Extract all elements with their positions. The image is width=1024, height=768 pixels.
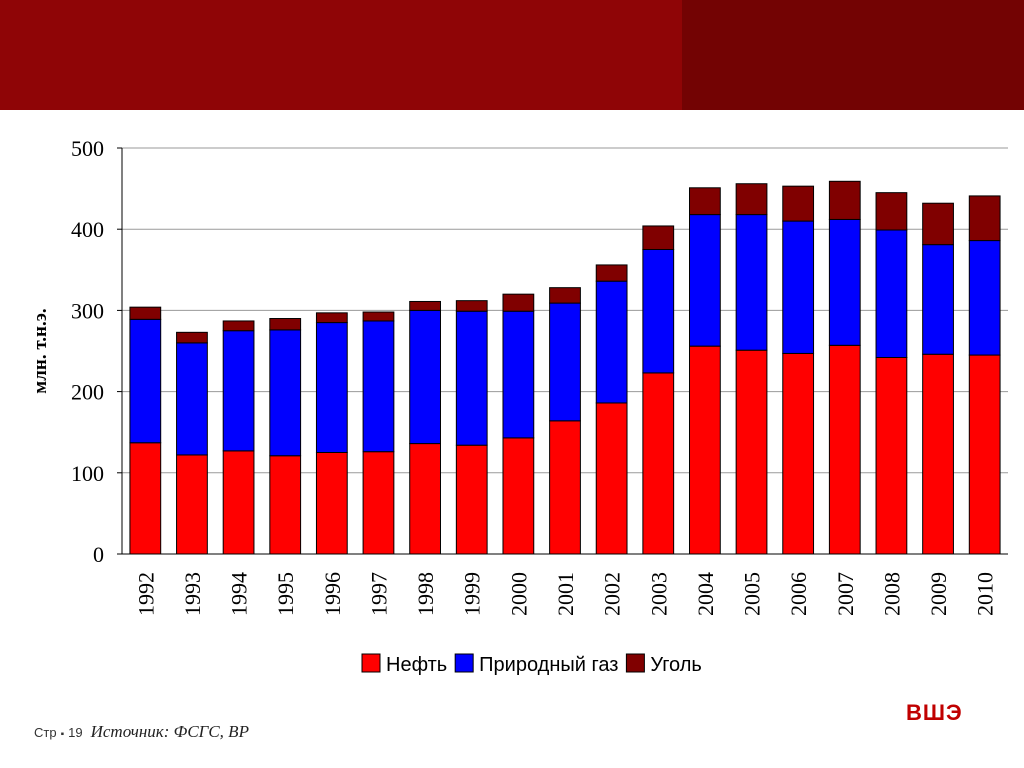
bar-segment	[502, 293, 535, 312]
y-axis-title: млн. т.н.э.	[30, 308, 51, 393]
bar-segment	[735, 349, 768, 555]
x-tick-label: 2006	[786, 572, 811, 616]
x-tick-label: 2007	[833, 572, 858, 616]
bar-segment	[875, 229, 908, 358]
bar-segment	[315, 452, 348, 555]
bar-segment	[828, 180, 861, 220]
bar-segment	[595, 402, 628, 555]
legend-label: Уголь	[650, 654, 701, 676]
y-tick-label: 0	[93, 542, 104, 567]
bar-segment	[642, 372, 675, 555]
bar-segment	[269, 329, 302, 457]
x-tick-label: 2004	[693, 572, 718, 616]
bar-segment	[269, 455, 302, 555]
y-tick-label: 500	[71, 136, 104, 161]
bar-segment	[362, 320, 395, 453]
bar-segment	[455, 310, 488, 446]
x-tick-label: 2008	[879, 572, 904, 616]
page-bullet: ▪	[60, 729, 65, 740]
page-label: Стр	[34, 725, 57, 740]
bar-segment	[222, 330, 255, 452]
slide-footer: Стр ▪ 19 Источник: ФСГС, BP	[34, 722, 249, 742]
bar-segment	[315, 322, 348, 453]
bar-segment	[502, 310, 535, 439]
bar-segment	[875, 192, 908, 231]
bar-segment	[176, 454, 208, 555]
bar-segment	[409, 309, 441, 445]
bar-segment	[549, 420, 581, 555]
bar-segment	[176, 331, 208, 344]
bar-segment	[222, 450, 255, 555]
bar-segment	[222, 320, 255, 332]
y-tick-label: 200	[71, 380, 104, 405]
bar-segment	[129, 318, 162, 444]
x-tick-label: 1996	[320, 572, 345, 616]
x-tick-label: 1993	[180, 572, 205, 616]
brand-logo: ВШЭ	[906, 700, 963, 725]
bar-segment	[968, 195, 1001, 242]
bar-segment	[362, 311, 395, 322]
bar-segment	[595, 264, 628, 282]
x-tick-label: 2009	[926, 572, 951, 616]
y-tick-label: 400	[71, 217, 104, 242]
y-tick-label: 100	[71, 461, 104, 486]
bar-segment	[968, 240, 1001, 356]
bar-segment	[362, 451, 395, 555]
bar-segment	[689, 214, 721, 347]
bar-segment	[549, 287, 581, 304]
bar-segment	[828, 344, 861, 555]
bar-segment	[642, 225, 675, 250]
bar-segment	[549, 302, 581, 422]
x-tick-label: 1992	[133, 572, 158, 616]
x-tick-label: 1995	[273, 572, 298, 616]
x-tick-label: 2000	[506, 572, 531, 616]
header-band	[0, 0, 682, 110]
x-tick-label: 2010	[973, 572, 998, 616]
bar-segment	[922, 202, 954, 246]
bar-segment	[782, 220, 815, 354]
bar-segment	[735, 214, 768, 351]
x-tick-label: 2005	[740, 572, 765, 616]
bar-segment	[642, 249, 675, 374]
y-tick-label: 300	[71, 298, 104, 323]
x-tick-label: 2003	[646, 572, 671, 616]
x-tick-label: 1998	[413, 572, 438, 616]
legend-swatch	[454, 653, 474, 673]
bar-segment	[782, 185, 815, 222]
x-tick-label: 1994	[227, 572, 252, 616]
bar-segment	[595, 280, 628, 404]
header-band-dark	[682, 0, 1024, 110]
bar-segment	[922, 244, 954, 355]
x-tick-label: 2001	[553, 572, 578, 616]
bar-segment	[968, 354, 1001, 555]
bar-segment	[735, 183, 768, 216]
page-number: 19	[68, 725, 83, 740]
bar-segment	[875, 356, 908, 555]
legend-swatch	[361, 653, 381, 673]
bar-segment	[455, 300, 488, 312]
bar-segment	[315, 312, 348, 324]
bar-segment	[176, 342, 208, 456]
bar-segment	[689, 187, 721, 216]
source-note: Источник: ФСГС, BP	[90, 722, 249, 741]
legend-swatch	[625, 653, 645, 673]
bar-segment	[782, 352, 815, 555]
x-tick-label: 1997	[366, 572, 391, 616]
bar-segment	[689, 345, 721, 555]
bar-segment	[455, 444, 488, 555]
bar-segment	[129, 306, 162, 320]
bar-segment	[409, 443, 441, 555]
bar-segment	[828, 218, 861, 346]
stacked-bar-chart: 0 100 200 300 400 500 млн. т.н.э. 1992 1993 1994 1…	[30, 136, 1008, 676]
bar-segment	[922, 353, 954, 555]
bar-segment	[269, 318, 302, 331]
bar-segment	[502, 437, 535, 555]
x-tick-label: 1999	[460, 572, 485, 616]
x-tick-label: 2002	[600, 572, 625, 616]
legend-label: Природный газ	[479, 654, 618, 676]
bar-segment	[129, 442, 162, 555]
bar-segment	[409, 300, 441, 311]
legend-label: Нефть	[386, 654, 447, 676]
